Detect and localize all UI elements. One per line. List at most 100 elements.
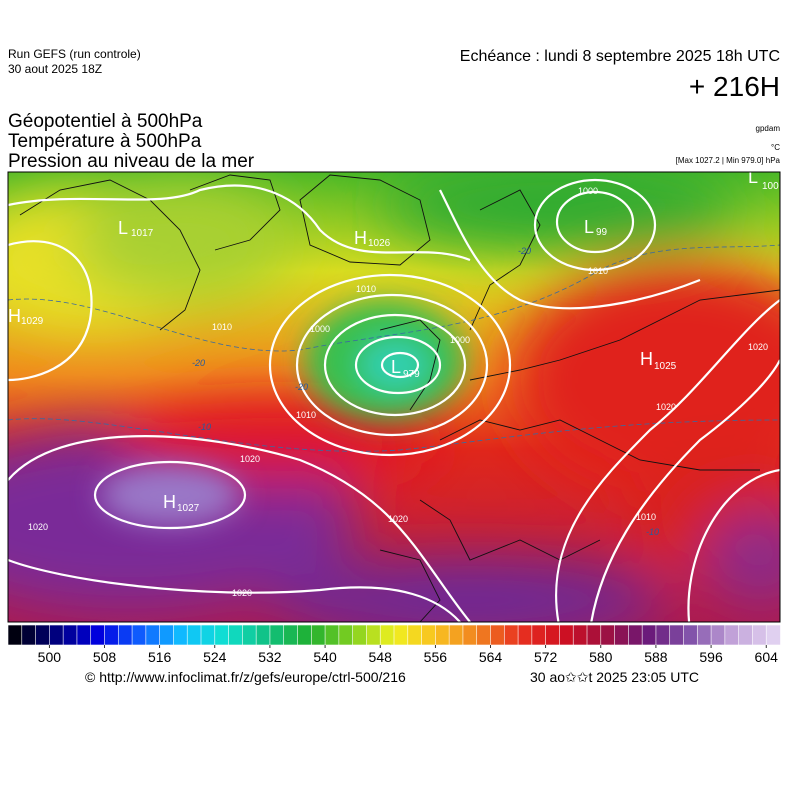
colorbar-cell (683, 624, 699, 646)
map-frame (7, 171, 781, 623)
colorbar-cell (517, 624, 533, 646)
colorbar-cell (600, 624, 616, 646)
colorbar-tick-label: 532 (258, 649, 282, 665)
contour-label: 1000 (310, 324, 330, 334)
colorbar-cell (90, 624, 106, 646)
colorbar-cell (545, 624, 561, 646)
colorbar-cell (338, 624, 354, 646)
pressure-center-symbol: L (748, 167, 758, 187)
colorbar-cell (710, 624, 726, 646)
contour-label: 1010 (356, 284, 376, 294)
contour-label: 1010 (296, 410, 316, 420)
colorbar-cell (476, 624, 492, 646)
colorbar-cell (200, 624, 216, 646)
colorbar-cell (173, 624, 189, 646)
colorbar-cell (421, 624, 437, 646)
colorbar-cell (765, 624, 781, 646)
contour-label: 1020 (656, 402, 676, 412)
contour-label: 1000 (578, 186, 598, 196)
lead-time: + 216H (689, 71, 780, 102)
pressure-center-symbol: L (118, 218, 128, 238)
colorbar-tick-label: 556 (424, 649, 448, 665)
colorbar-cell (7, 624, 23, 646)
colorbar-cell (21, 624, 37, 646)
colorbar-cell (752, 624, 768, 646)
colorbar-cell (696, 624, 712, 646)
colorbar-cell (352, 624, 368, 646)
isotherm-label: -10 (646, 527, 659, 537)
colorbar-cell (407, 624, 423, 646)
isotherm-label: -10 (198, 422, 211, 432)
colorbar-cell (145, 624, 161, 646)
colorbar: 500 508 516 524 532 540 548 556 564 572 580 588 596 6… (7, 624, 781, 665)
colorbar-cell (531, 624, 547, 646)
colorbar-cell (297, 624, 313, 646)
colorbar-cell (228, 624, 244, 646)
unit: [Max 1027.2 | Min 979.0] hPa (676, 156, 781, 165)
pressure-center-value: 979 (403, 369, 420, 380)
isotherm-label: -20 (192, 358, 205, 368)
pressure-center-value: 1025 (654, 361, 677, 372)
isotherm-label: -20 (518, 246, 531, 256)
pressure-center-value: 1027 (177, 503, 200, 514)
colorbar-cell (117, 624, 133, 646)
field-title: Géopotentiel à 500hPa (8, 111, 203, 132)
colorbar-cell (104, 624, 120, 646)
colorbar-tick-label: 572 (534, 649, 558, 665)
pressure-center-value: 99 (596, 227, 608, 238)
pressure-center-value: 1029 (21, 316, 44, 327)
pressure-center-value: 1026 (368, 238, 391, 249)
source-url: © http://www.infoclimat.fr/z/gefs/europe… (85, 669, 406, 685)
colorbar-cell (324, 624, 340, 646)
colorbar-cell (559, 624, 575, 646)
contour-label: 1010 (212, 322, 232, 332)
colorbar-cell (490, 624, 506, 646)
colorbar-cell (62, 624, 78, 646)
contour-label: 1020 (388, 514, 408, 524)
colorbar-tick-label: 516 (148, 649, 172, 665)
colorbar-cell (76, 624, 92, 646)
colorbar-cell (310, 624, 326, 646)
colorbar-cell (462, 624, 478, 646)
pressure-center-symbol: L (584, 217, 594, 237)
colorbar-cell (214, 624, 230, 646)
field-title: Température à 500hPa (8, 131, 202, 152)
pressure-center-symbol: H (163, 492, 176, 512)
pressure-center-value: 1017 (131, 228, 154, 239)
map: L 1017 H 1026 L 99 H 1029 L 979 H 1025 H… (8, 167, 780, 622)
colorbar-cell (186, 624, 202, 646)
run-label: Run GEFS (run controle) (8, 47, 141, 61)
contour-label: 1020 (748, 342, 768, 352)
colorbar-tick-label: 564 (479, 649, 503, 665)
colorbar-tick-label: 548 (369, 649, 393, 665)
colorbar-tick-label: 604 (755, 649, 779, 665)
colorbar-cell (503, 624, 519, 646)
colorbar-cell (255, 624, 271, 646)
colorbar-cell (269, 624, 285, 646)
colorbar-cell (366, 624, 382, 646)
contour-label: 1010 (588, 266, 608, 276)
run-date: 30 aout 2025 18Z (8, 62, 102, 76)
colorbar-cell (724, 624, 740, 646)
unit: °C (771, 143, 780, 152)
colorbar-cell (655, 624, 671, 646)
field-title: Pression au niveau de la mer (8, 151, 255, 172)
unit: gpdam (756, 124, 781, 133)
colorbar-cell (393, 624, 409, 646)
valid-time: Echéance : lundi 8 septembre 2025 18h UT… (460, 48, 780, 65)
contour-label: 1010 (636, 512, 656, 522)
colorbar-cell (35, 624, 51, 646)
contour-label: 1020 (232, 588, 252, 598)
colorbar-cell (131, 624, 147, 646)
generated-time: 30 ao✩✩t 2025 23:05 UTC (530, 669, 699, 685)
colorbar-tick-label: 588 (644, 649, 668, 665)
colorbar-cell (242, 624, 257, 646)
colorbar-tick-label: 500 (38, 649, 62, 665)
pressure-center-symbol: H (640, 349, 653, 369)
contour-label: 1020 (240, 454, 260, 464)
colorbar-cell (614, 624, 630, 646)
colorbar-cell (669, 624, 685, 646)
colorbar-cell (159, 624, 175, 646)
colorbar-tick-label: 580 (589, 649, 613, 665)
